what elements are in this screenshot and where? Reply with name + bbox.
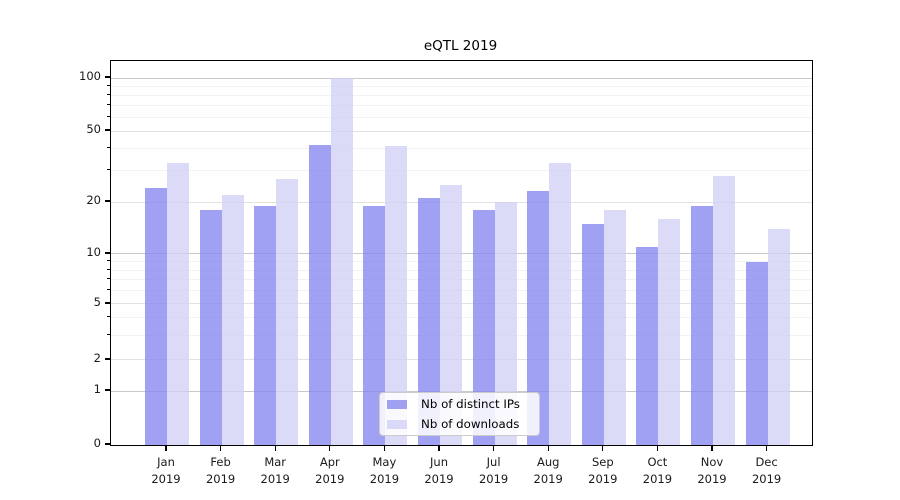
x-tick-mark-mar <box>274 445 276 451</box>
y-minortick-mark-80 <box>107 93 110 95</box>
x-tick-label-apr: Apr 2019 <box>315 455 345 486</box>
x-tick-label-nov: Nov 2019 <box>697 455 727 486</box>
x-tick-mark-aug <box>547 445 549 451</box>
bar-ips-jul <box>473 210 495 445</box>
gridline-minor-70 <box>111 104 812 106</box>
y-tick-label-20: 20 <box>86 193 101 207</box>
gridline-minor-30 <box>111 170 812 172</box>
y-minortick-mark-70 <box>107 103 110 105</box>
x-tick-label-jan: Jan 2019 <box>151 455 181 486</box>
bar-ips-apr <box>309 145 331 445</box>
y-tick-label-10: 10 <box>86 244 101 259</box>
x-tick-mark-sep <box>602 445 604 451</box>
x-tick-mark-nov <box>711 445 713 451</box>
gridline-100 <box>111 77 812 79</box>
legend-row-ips: Nb of distinct IPs <box>387 396 531 412</box>
y-tick-mark-1 <box>105 389 110 391</box>
bar-downloads-mar <box>276 179 298 445</box>
x-tick-mark-may <box>383 445 386 451</box>
bar-ips-nov <box>691 206 713 445</box>
y-tick-label-50: 50 <box>86 122 101 136</box>
bar-ips-feb <box>200 210 222 445</box>
x-tick-label-aug: Aug 2019 <box>533 455 563 486</box>
y-tick-mark-100 <box>105 76 110 78</box>
legend: Nb of distinct IPs Nb of downloads <box>379 392 540 436</box>
y-minortick-mark-3 <box>107 333 110 335</box>
legend-label-ips: Nb of distinct IPs <box>421 397 520 411</box>
legend-label-downloads: Nb of downloads <box>421 417 520 431</box>
x-tick-mark-oct <box>656 445 659 451</box>
bar-downloads-sep <box>604 210 626 445</box>
bar-downloads-oct <box>658 219 680 445</box>
y-tick-mark-0 <box>105 443 110 445</box>
x-tick-mark-dec <box>765 445 768 451</box>
bar-ips-may <box>363 206 385 445</box>
bar-downloads-nov <box>713 176 735 445</box>
x-tick-label-feb: Feb 2019 <box>205 455 236 486</box>
ips-swatch-icon <box>387 399 407 409</box>
y-tick-label-2: 2 <box>93 350 101 365</box>
y-tick-mark-10 <box>105 252 110 254</box>
y-minortick-mark-9 <box>107 260 110 262</box>
bar-ips-jun <box>418 198 440 445</box>
y-tick-label-100: 100 <box>79 69 101 83</box>
bar-downloads-jun <box>440 185 462 445</box>
y-tick-mark-20 <box>105 200 110 202</box>
bar-ips-dec <box>746 262 768 445</box>
y-tick-label-0: 0 <box>93 436 101 450</box>
y-minortick-mark-30 <box>107 169 110 171</box>
bar-downloads-feb <box>222 195 244 445</box>
bar-downloads-dec <box>768 229 790 445</box>
y-minortick-mark-90 <box>107 84 110 86</box>
bar-downloads-jul <box>495 202 517 445</box>
gridline-minor-60 <box>111 116 812 118</box>
x-tick-label-jun: Jun 2019 <box>424 455 454 486</box>
legend-row-downloads: Nb of downloads <box>387 416 531 432</box>
bar-ips-jan <box>145 188 167 445</box>
x-tick-label-mar: Mar 2019 <box>260 455 290 486</box>
y-minortick-mark-40 <box>107 146 110 148</box>
x-tick-mark-feb <box>219 445 222 451</box>
x-tick-mark-jun <box>438 445 440 451</box>
bar-ips-mar <box>254 206 276 445</box>
x-tick-label-dec: Dec 2019 <box>751 455 782 486</box>
y-tick-mark-50 <box>105 129 110 131</box>
gridline-50 <box>111 130 812 132</box>
y-minortick-mark-6 <box>107 289 110 291</box>
x-tick-mark-apr <box>329 445 331 451</box>
y-minortick-mark-4 <box>107 316 110 318</box>
y-tick-label-5: 5 <box>93 294 101 309</box>
x-tick-label-jul: Jul 2019 <box>478 455 509 486</box>
bar-downloads-may <box>385 146 407 445</box>
y-tick-mark-2 <box>105 358 110 360</box>
gridline-minor-90 <box>111 85 812 87</box>
downloads-swatch-icon <box>387 419 407 429</box>
x-tick-label-may: May 2019 <box>369 455 400 486</box>
gridline-minor-80 <box>111 94 812 96</box>
y-minortick-mark-60 <box>107 115 110 117</box>
chart-title: eQTL 2019 <box>423 38 498 54</box>
x-tick-mark-jul <box>492 445 495 451</box>
y-minortick-mark-7 <box>107 278 110 280</box>
x-tick-label-sep: Sep 2019 <box>588 455 618 486</box>
plot-area <box>110 60 813 446</box>
bar-downloads-aug <box>549 163 571 445</box>
bar-downloads-apr <box>331 78 353 445</box>
gridline-minor-40 <box>111 147 812 149</box>
y-tick-label-1: 1 <box>93 382 101 396</box>
bar-ips-aug <box>527 191 549 445</box>
bar-ips-sep <box>582 224 604 445</box>
y-tick-mark-5 <box>105 302 110 304</box>
bar-ips-oct <box>636 247 658 445</box>
x-tick-label-oct: Oct 2019 <box>642 455 673 486</box>
y-minortick-mark-8 <box>107 268 110 270</box>
bar-downloads-jan <box>167 163 189 445</box>
x-tick-mark-jan <box>165 445 167 451</box>
